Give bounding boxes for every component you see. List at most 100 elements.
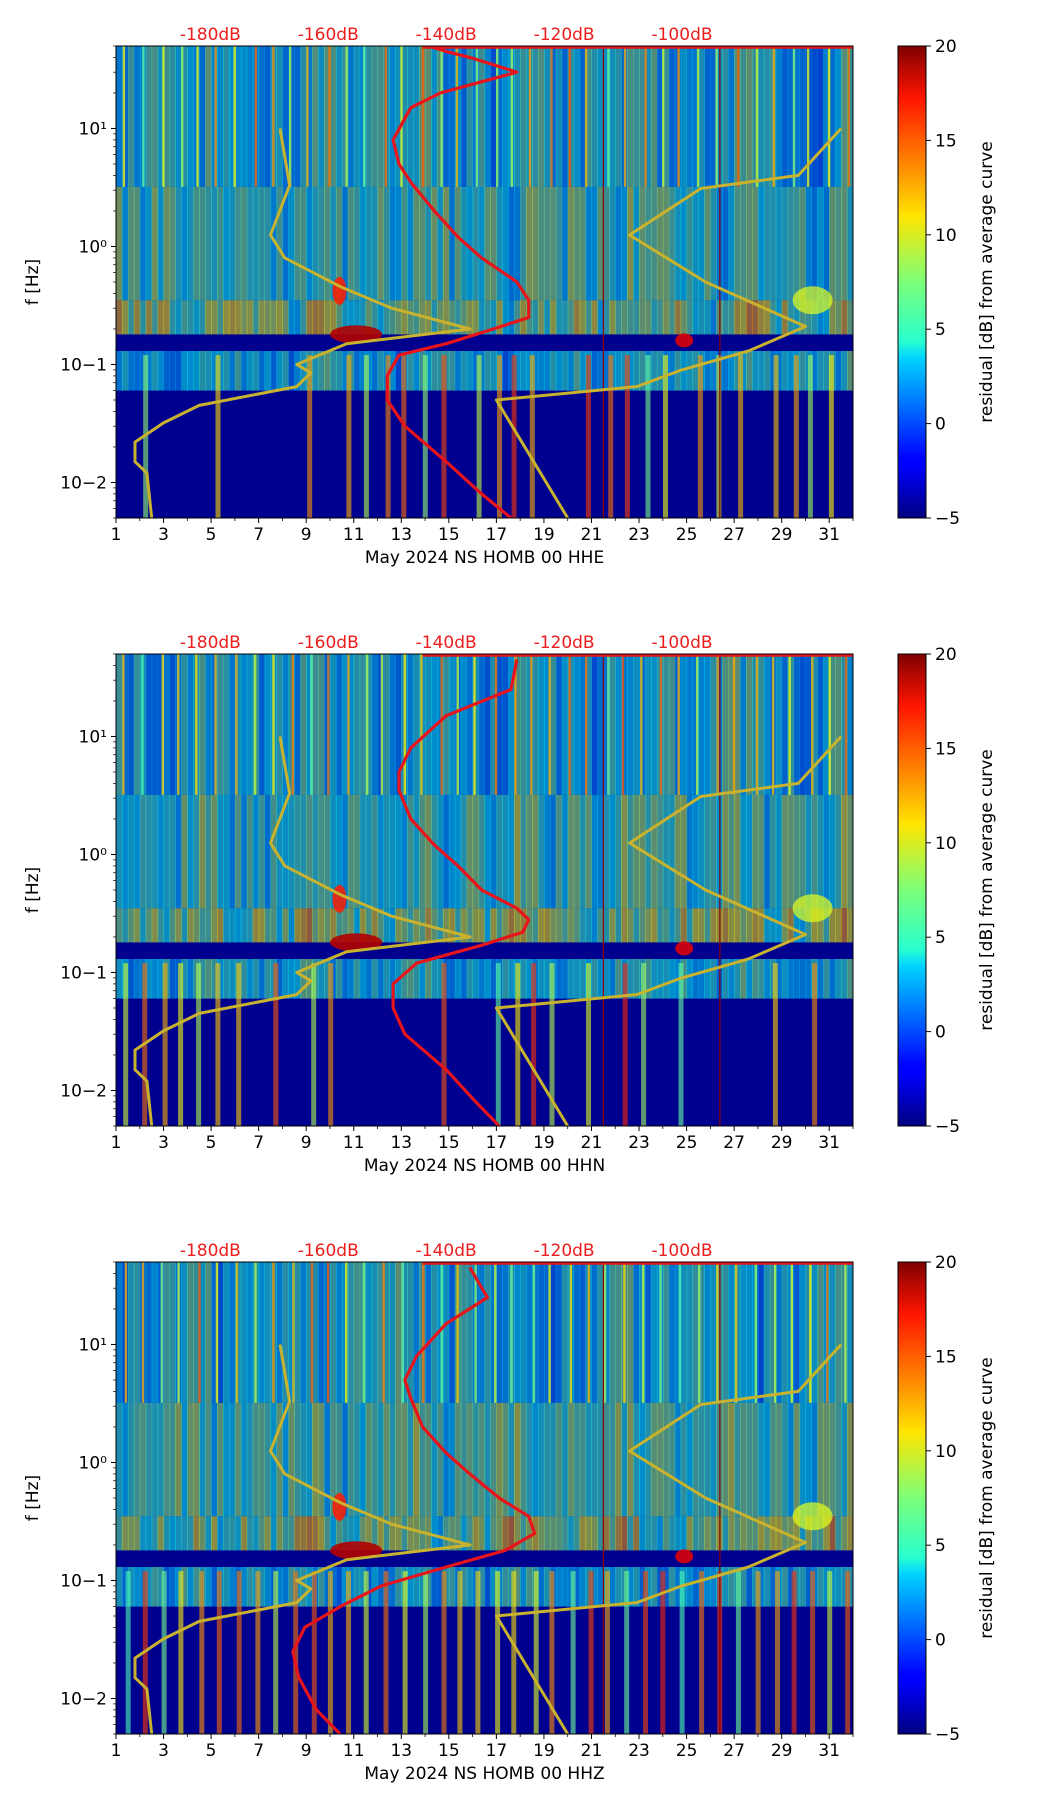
- x-tick-label: 31: [818, 1133, 840, 1153]
- x-tick-label: 23: [628, 1741, 650, 1761]
- x-tick-label: 11: [343, 1133, 365, 1153]
- x-tick-label: 7: [253, 525, 264, 545]
- x-tick-label: 5: [206, 525, 217, 545]
- y-tick-label: 10⁰: [79, 237, 108, 257]
- colorbar-tick-label: 15: [935, 739, 957, 759]
- colorbar: −5 0 5 10 15 20 residual [dB] from average cur…: [897, 37, 997, 529]
- top-db-label: -100dB: [651, 25, 712, 45]
- top-db-label: -120dB: [534, 633, 595, 653]
- x-tick-label: 7: [253, 1741, 264, 1761]
- y-tick-label: 10−2: [60, 473, 107, 493]
- colorbar-label: residual [dB] from average curve: [977, 749, 997, 1030]
- colorbar-tick-label: 5: [935, 928, 946, 948]
- colorbar-tick-label: −5: [935, 1725, 960, 1745]
- psd-curve-line: [391, 659, 531, 1126]
- x-tick-label: 15: [438, 1133, 460, 1153]
- y-tick-label: 10−2: [60, 1081, 107, 1101]
- x-tick-label: 21: [581, 1133, 603, 1153]
- high-noise-model-line: [494, 735, 843, 1126]
- top-db-label: -160dB: [298, 25, 359, 45]
- spectrogram-panel-2: 1 3 5 7 9 11 13 15 17 19 21 23 25 27 29 3110−210−110⁰10…: [23, 633, 997, 1176]
- top-db-label: -140dB: [416, 633, 477, 653]
- low-noise-model-line: [133, 128, 472, 518]
- y-axis-label: f [Hz]: [23, 1475, 43, 1521]
- x-axis-label: May 2024 NS HOMB 00 HHN: [364, 1156, 605, 1176]
- x-tick-label: 23: [628, 1133, 650, 1153]
- x-axis-label: May 2024 NS HOMB 00 HHZ: [364, 1764, 604, 1784]
- x-tick-label: 25: [676, 1741, 698, 1761]
- x-tick-label: 31: [818, 1741, 840, 1761]
- x-tick-label: 21: [581, 1741, 603, 1761]
- top-db-label: -160dB: [298, 1241, 359, 1261]
- x-tick-label: 27: [723, 1133, 745, 1153]
- colorbar-tick-label: 0: [935, 1631, 946, 1651]
- x-tick-label: 23: [628, 525, 650, 545]
- high-noise-model-line: [494, 127, 843, 518]
- x-tick-label: 9: [301, 525, 312, 545]
- y-tick-label: 10⁰: [79, 845, 108, 865]
- colorbar-tick-label: 20: [935, 645, 957, 665]
- y-tick-label: 10⁰: [79, 1453, 108, 1473]
- x-tick-label: 19: [533, 525, 555, 545]
- y-tick-label: 10¹: [79, 1335, 107, 1355]
- x-tick-label: 1: [111, 1133, 122, 1153]
- colorbar-tick-label: 0: [935, 415, 946, 435]
- x-tick-label: 25: [676, 1133, 698, 1153]
- colorbar-tick-label: 20: [935, 37, 957, 57]
- colorbar: −5 0 5 10 15 20 residual [dB] from average cur…: [897, 645, 997, 1137]
- top-db-label: -140dB: [416, 1241, 477, 1261]
- y-axis-label: f [Hz]: [23, 259, 43, 305]
- x-tick-label: 9: [301, 1133, 312, 1153]
- psd-curve-line: [291, 1266, 537, 1734]
- x-tick-label: 5: [206, 1133, 217, 1153]
- top-db-label: -180dB: [180, 1241, 241, 1261]
- top-db-label: -100dB: [651, 633, 712, 653]
- top-db-label: -180dB: [180, 633, 241, 653]
- low-noise-model-line: [133, 736, 472, 1126]
- colorbar-tick-label: 10: [935, 834, 957, 854]
- top-db-label: -120dB: [534, 1241, 595, 1261]
- x-tick-label: 9: [301, 1741, 312, 1761]
- colorbar-tick-label: −5: [935, 509, 960, 529]
- colorbar-tick-label: 10: [935, 226, 957, 246]
- colorbar-gradient: [897, 45, 927, 519]
- y-tick-label: 10¹: [79, 727, 107, 747]
- x-tick-label: 21: [581, 525, 603, 545]
- x-tick-label: 7: [253, 1133, 264, 1153]
- top-db-label: -120dB: [534, 25, 595, 45]
- x-tick-label: 11: [343, 525, 365, 545]
- x-tick-label: 17: [486, 1741, 508, 1761]
- y-tick-label: 10−1: [60, 963, 107, 983]
- x-tick-label: 27: [723, 1741, 745, 1761]
- heatmap-image: [116, 1262, 853, 1734]
- spectrogram-panel-3: 1 3 5 7 9 11 13 15 17 19 21 23 25 27 29 3110−210−110⁰10…: [23, 1241, 997, 1784]
- y-tick-label: 10−1: [60, 355, 107, 375]
- colorbar-tick-label: 20: [935, 1253, 957, 1273]
- top-db-label: -140dB: [416, 25, 477, 45]
- x-tick-label: 13: [390, 1133, 412, 1153]
- colorbar-tick-label: −5: [935, 1117, 960, 1137]
- colorbar-tick-label: 15: [935, 1347, 957, 1367]
- x-tick-label: 25: [676, 525, 698, 545]
- top-db-label: -100dB: [651, 1241, 712, 1261]
- x-tick-label: 3: [158, 1741, 169, 1761]
- top-db-label: -160dB: [298, 633, 359, 653]
- colorbar-tick-label: 15: [935, 131, 957, 151]
- colorbar-label: residual [dB] from average curve: [977, 1357, 997, 1638]
- y-tick-label: 10¹: [79, 119, 107, 139]
- x-tick-label: 27: [723, 525, 745, 545]
- x-tick-label: 29: [771, 1741, 793, 1761]
- x-tick-label: 1: [111, 1741, 122, 1761]
- x-tick-label: 3: [158, 525, 169, 545]
- x-tick-label: 17: [486, 525, 508, 545]
- low-noise-model-line: [133, 1344, 472, 1734]
- x-tick-label: 13: [390, 525, 412, 545]
- colorbar-tick-label: 0: [935, 1023, 946, 1043]
- colorbar-tick-label: 5: [935, 1536, 946, 1556]
- colorbar-gradient: [897, 1261, 927, 1735]
- x-axis-label: May 2024 NS HOMB 00 HHE: [365, 548, 604, 568]
- x-tick-label: 19: [533, 1133, 555, 1153]
- y-tick-label: 10−1: [60, 1571, 107, 1591]
- x-tick-label: 15: [438, 1741, 460, 1761]
- y-tick-label: 10−2: [60, 1689, 107, 1709]
